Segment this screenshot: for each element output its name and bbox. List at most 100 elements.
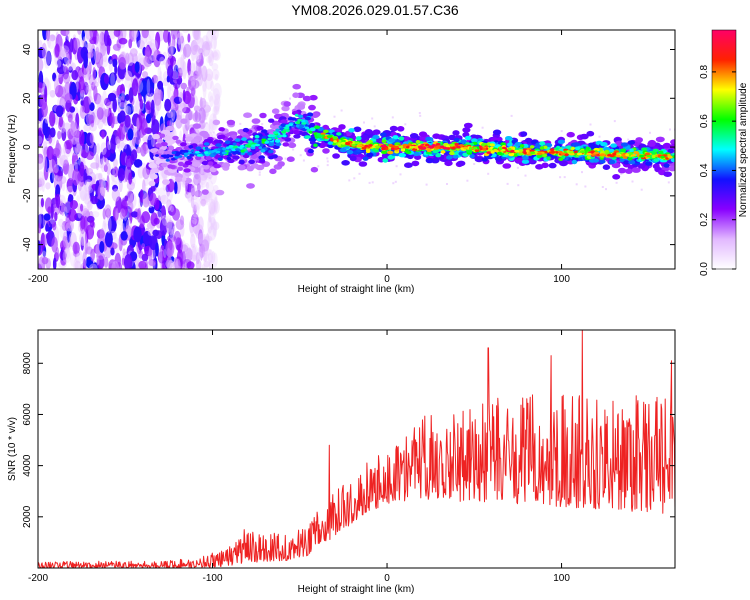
noise-blob — [208, 119, 214, 134]
noise-blob — [98, 172, 103, 180]
ridge-blob — [572, 142, 581, 147]
noise-blob — [136, 117, 140, 132]
noise-blob — [167, 260, 175, 269]
noise-dot — [333, 115, 336, 118]
noise-blob — [73, 257, 79, 269]
noise-blob — [108, 76, 116, 86]
noise-blob — [90, 195, 99, 205]
ridge-blob — [283, 101, 291, 107]
ridge-blob — [550, 150, 556, 154]
noise-blob — [142, 166, 150, 180]
ridge-blob — [148, 162, 156, 169]
ridge-blob — [288, 123, 293, 126]
noise-blob — [89, 123, 97, 132]
ridge-blob — [593, 151, 600, 155]
ridge-blob — [462, 127, 471, 133]
ridge-blob — [148, 180, 156, 187]
ridge-blob — [270, 134, 276, 138]
noise-blob — [192, 44, 201, 52]
noise-blob — [202, 81, 207, 99]
ridge-blob — [222, 147, 227, 151]
noise-blob — [71, 70, 79, 81]
noise-blob — [112, 58, 118, 68]
ridge-blob — [175, 153, 180, 157]
noise-dot — [575, 183, 578, 186]
noise-blob — [53, 166, 59, 176]
ridge-blob — [464, 135, 472, 141]
ridge-blob — [625, 168, 633, 174]
ridge-blob — [496, 151, 502, 156]
x-tick-label: -100 — [203, 573, 223, 584]
noise-blob — [191, 46, 196, 62]
ridge-blob — [256, 126, 264, 131]
noise-dot — [559, 176, 562, 179]
colorbar-tick-label: 0.8 — [699, 64, 710, 78]
noise-blob — [89, 36, 97, 45]
noise-blob — [47, 167, 53, 174]
ridge-blob — [215, 143, 222, 147]
noise-blob — [213, 184, 219, 192]
ridge-blob — [530, 151, 536, 155]
x-tick-label: 100 — [553, 573, 570, 584]
noise-blob — [208, 91, 213, 102]
noise-blob — [53, 164, 59, 174]
noise-blob — [105, 181, 109, 191]
noise-blob — [45, 30, 51, 42]
ridge-blob — [586, 152, 592, 156]
noise-dot — [302, 159, 305, 162]
ridge-blob — [670, 139, 675, 145]
colorbar-tick-label: 0.2 — [699, 212, 710, 226]
noise-dot — [373, 125, 376, 128]
noise-blob — [88, 61, 92, 75]
noise-blob — [125, 103, 134, 115]
noise-blob — [164, 98, 172, 112]
noise-blob — [49, 171, 55, 184]
noise-blob — [60, 47, 67, 58]
noise-blob — [65, 222, 73, 232]
ridge-blob — [235, 148, 241, 151]
noise-blob — [90, 162, 100, 169]
noise-blob — [196, 58, 204, 67]
noise-blob — [127, 128, 134, 141]
noise-blob — [56, 59, 62, 68]
noise-blob — [103, 256, 109, 268]
ridge-blob — [286, 156, 295, 162]
noise-blob — [83, 123, 92, 132]
noise-blob — [81, 105, 85, 113]
noise-blob — [194, 190, 203, 198]
ridge-blob — [655, 136, 665, 143]
noise-blob — [142, 30, 147, 37]
ridge-blob — [271, 154, 278, 159]
noise-blob — [83, 65, 90, 81]
noise-dot — [627, 138, 630, 141]
noise-dot — [326, 164, 329, 167]
ridge-blob — [282, 142, 290, 147]
ridge-blob — [631, 167, 641, 173]
noise-dot — [358, 172, 361, 175]
noise-blob — [140, 117, 148, 136]
ridge-blob — [375, 145, 381, 149]
noise-blob — [180, 54, 185, 71]
noise-blob — [87, 200, 93, 211]
noise-blob — [87, 84, 95, 92]
noise-blob — [139, 80, 149, 97]
ridge-blob — [161, 162, 168, 168]
noise-blob — [213, 82, 222, 100]
ridge-blob — [157, 149, 165, 154]
noise-blob — [191, 254, 198, 262]
ridge-blob — [668, 165, 675, 172]
noise-blob — [207, 252, 213, 264]
noise-blob — [63, 52, 70, 65]
ridge-blob — [586, 130, 595, 137]
ridge-blob — [297, 118, 302, 122]
spectrogram-data — [38, 30, 675, 269]
noise-blob — [49, 34, 56, 42]
noise-blob — [118, 123, 126, 142]
noise-blob — [214, 198, 218, 215]
ridge-blob — [615, 154, 621, 158]
noise-blob — [136, 30, 141, 48]
noise-dot — [589, 123, 592, 126]
ridge-blob — [413, 145, 419, 149]
ridge-blob — [566, 131, 575, 138]
